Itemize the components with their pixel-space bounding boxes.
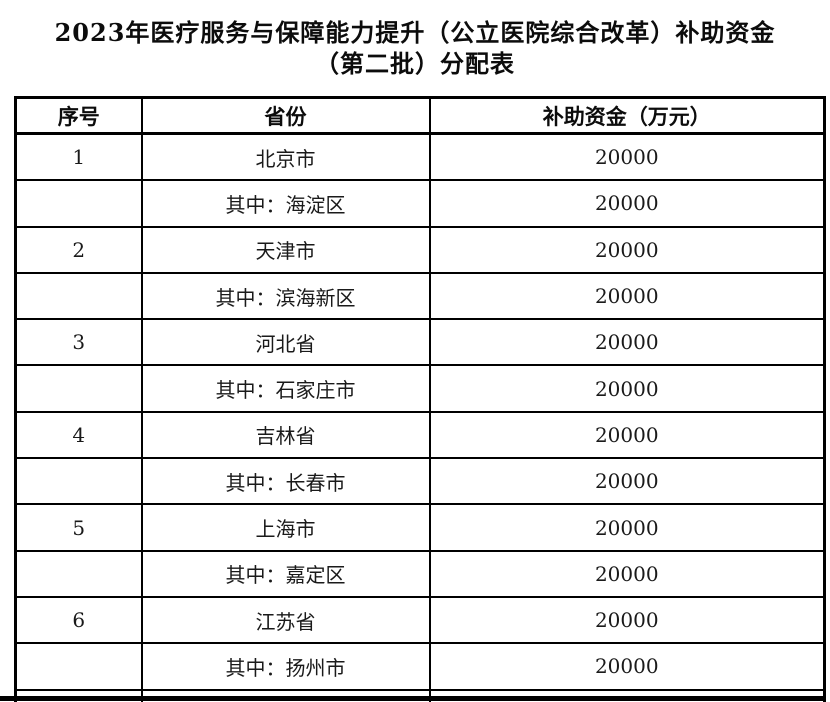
cell-region: 其中：嘉定区: [140, 549, 431, 598]
cell-amount: 20000: [428, 642, 826, 691]
cell-seq: 1: [14, 132, 143, 182]
cell-seq: 5: [14, 503, 143, 552]
cell-amount: 20000: [428, 271, 826, 321]
cell-amount: 20000: [428, 179, 826, 228]
cell-seq: [14, 549, 143, 598]
table-row: 其中：滨海新区 20000: [14, 271, 826, 321]
table-row: 其中：扬州市 20000: [14, 642, 826, 691]
cell-region: 其中：扬州市: [140, 642, 431, 691]
cell-region: 其中：滨海新区: [140, 271, 431, 321]
cell-region: 江苏省: [140, 595, 431, 645]
table-row: 1 北京市 20000: [14, 132, 826, 182]
cell-amount: 20000: [428, 225, 826, 274]
cell-amount: 20000: [428, 318, 826, 367]
document-title: 2023年医疗服务与保障能力提升（公立医院综合改革）补助资金 （第二批）分配表: [0, 17, 830, 79]
cell-amount: 20000: [428, 595, 826, 645]
table-row: 其中：石家庄市 20000: [14, 364, 826, 413]
cell-seq: [14, 364, 143, 413]
cell-seq: [14, 457, 143, 506]
cell-region: 天津市: [140, 225, 431, 274]
table-row: 5 上海市 20000: [14, 503, 826, 552]
header-col-province: 省份: [140, 96, 431, 135]
table-row: 其中：嘉定区 20000: [14, 549, 826, 598]
cell-region: 其中：长春市: [140, 457, 431, 506]
cell-seq: [14, 642, 143, 691]
cell-seq: 2: [14, 225, 143, 274]
table-row: 其中：海淀区 20000: [14, 179, 826, 228]
header-col-seq: 序号: [14, 96, 143, 135]
cell-amount: 20000: [428, 364, 826, 413]
header-row: 序号 省份 补助资金（万元）: [14, 96, 826, 135]
cell-seq: [14, 179, 143, 228]
cell-amount: 20000: [428, 503, 826, 552]
title-line-2: （第二批）分配表: [315, 49, 515, 78]
cell-amount: 20000: [428, 132, 826, 182]
cell-region: 其中：石家庄市: [140, 364, 431, 413]
cell-region: 吉林省: [140, 410, 431, 460]
cell-seq: 4: [14, 410, 143, 460]
page-bottom-cut-line: [0, 696, 824, 701]
title-line-1: 2023年医疗服务与保障能力提升（公立医院综合改革）补助资金: [54, 18, 776, 47]
header-col-amount: 补助资金（万元）: [428, 96, 826, 135]
table-body: 1 北京市 20000 其中：海淀区 20000 2 天津市 20000 其中：滨海新区 2000…: [14, 132, 826, 702]
cell-seq: 3: [14, 318, 143, 367]
table-row: 6 江苏省 20000: [14, 595, 826, 645]
cell-seq: [14, 271, 143, 321]
table-row: 2 天津市 20000: [14, 225, 826, 274]
cell-region: 河北省: [140, 318, 431, 367]
cell-region: 其中：海淀区: [140, 179, 431, 228]
cell-amount: 20000: [428, 549, 826, 598]
table-row: 3 河北省 20000: [14, 318, 826, 367]
cell-amount: 20000: [428, 410, 826, 460]
cell-amount: 20000: [428, 457, 826, 506]
cell-seq: 6: [14, 595, 143, 645]
table-row: 4 吉林省 20000: [14, 410, 826, 460]
cell-region: 北京市: [140, 132, 431, 182]
allocation-table: 序号 省份 补助资金（万元） 1 北京市 20000 其中：海淀区 20000 2 天津市 2…: [14, 96, 826, 702]
table-row: 其中：长春市 20000: [14, 457, 826, 506]
cell-region: 上海市: [140, 503, 431, 552]
